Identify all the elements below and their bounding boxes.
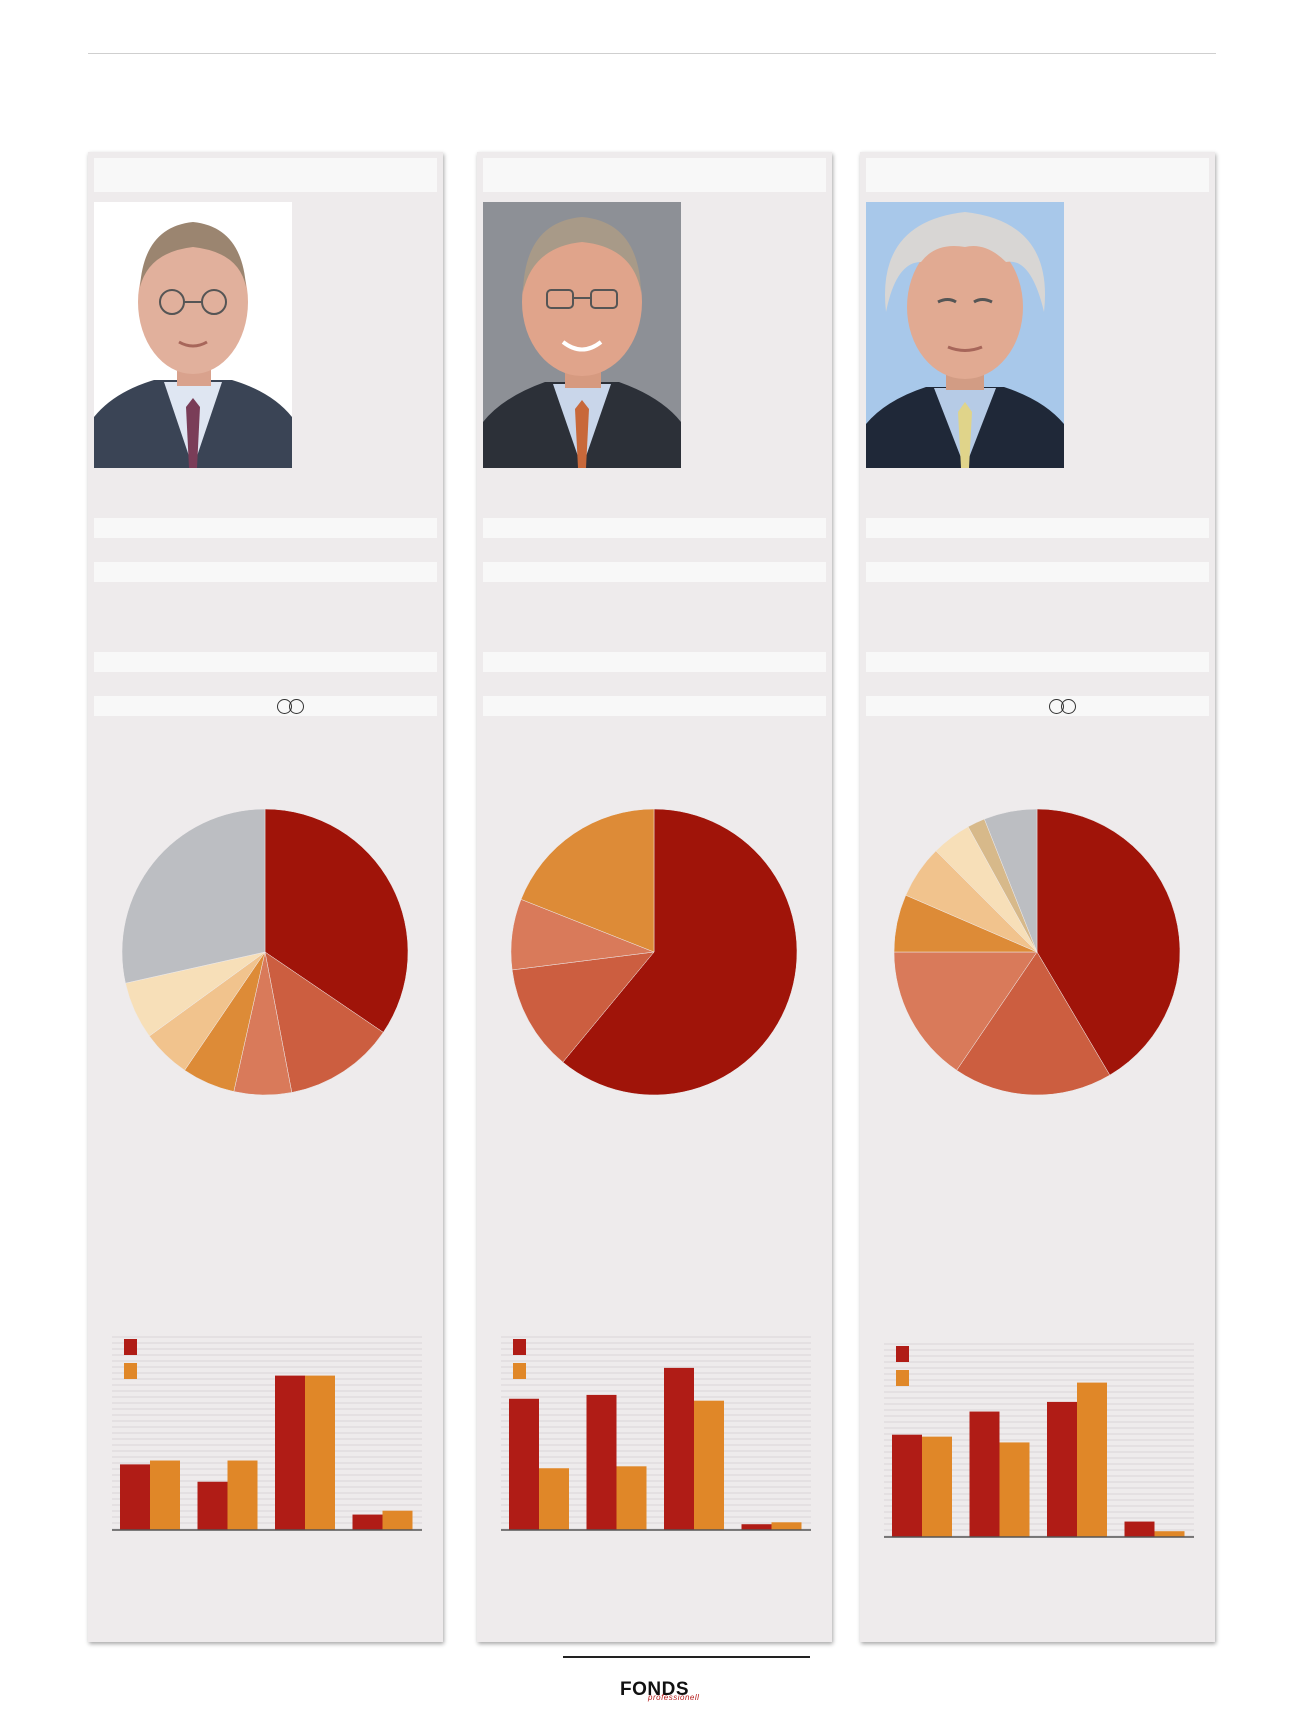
pie-slice [520,808,655,953]
performance-bar-chart [501,1336,811,1531]
bar [586,1394,617,1530]
portrait-photo [866,202,1064,468]
legend-swatch [896,1346,909,1362]
publisher-logo: FONDS professionell [620,1679,699,1702]
bar [616,1466,647,1530]
bar [1077,1382,1107,1537]
info-row-4 [483,696,826,716]
pie-slice [893,951,1038,1071]
bar [694,1400,724,1530]
legend-swatch [896,1370,909,1386]
info-row-1 [94,518,437,538]
info-row-3 [94,652,437,672]
bar [120,1464,150,1530]
pie-slice [1036,808,1181,1076]
allocation-pie-chart [893,808,1181,1096]
bar [382,1510,413,1530]
pie-slice [264,951,384,1093]
info-row-4 [866,696,1209,716]
portrait-photo [94,202,292,468]
bar [352,1514,383,1530]
allocation-pie-chart [121,808,409,1096]
pie-slice [956,951,1111,1096]
bar [892,1434,922,1537]
bar [227,1460,258,1530]
manager-card-middle [477,152,832,1642]
info-row-4 [94,696,437,716]
bar [741,1524,772,1530]
legend-swatch [513,1363,526,1379]
info-row-2 [483,562,826,582]
legend-swatch [124,1339,137,1355]
bar [509,1398,539,1530]
bar [1124,1521,1155,1537]
bar [197,1481,228,1530]
pie-slice [511,951,655,1063]
info-row-1 [866,518,1209,538]
top-rule [88,53,1216,54]
info-row-1 [483,518,826,538]
bar [305,1375,335,1530]
performance-bar-chart [884,1343,1194,1538]
rings-icon [277,699,304,714]
info-row-3 [483,652,826,672]
manager-card-right [860,152,1215,1642]
bar [969,1411,1000,1537]
info-row-2 [94,562,437,582]
pie-slice [264,808,409,1033]
info-row-2 [866,562,1209,582]
logo-text: FONDS [620,1679,689,1700]
logo-subtext: professionell [648,1693,700,1702]
portrait-photo [483,202,681,468]
card-header [94,158,437,192]
bar [1154,1531,1185,1537]
bar [999,1442,1030,1537]
bar [539,1468,569,1530]
rings-icon [1049,699,1076,714]
manager-card-left [88,152,443,1642]
footer-rule [563,1656,810,1658]
allocation-pie-chart [510,808,798,1096]
bar [664,1367,694,1530]
bar [275,1375,305,1530]
bar [771,1522,802,1530]
legend-swatch [124,1363,137,1379]
bar [922,1436,952,1537]
pie-slice [562,808,798,1096]
pie-slice [121,808,266,984]
card-header [866,158,1209,192]
bar [150,1460,180,1530]
bar [1047,1401,1077,1537]
card-header [483,158,826,192]
performance-bar-chart [112,1336,422,1531]
pie-slice [984,808,1038,953]
legend-swatch [513,1339,526,1355]
info-row-3 [866,652,1209,672]
